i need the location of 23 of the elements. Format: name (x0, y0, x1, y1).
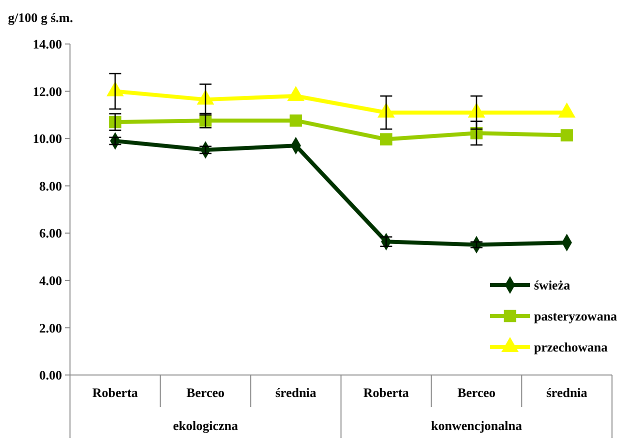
x-tick-label: średnia (275, 385, 317, 400)
text: ekologiczna (173, 418, 238, 433)
y-axis-title: g/100 g ś.m. (8, 10, 73, 25)
point (380, 133, 392, 146)
y-tick-label: 8.00 (39, 178, 62, 194)
y-tick-label: 6.00 (39, 226, 62, 241)
point (560, 129, 573, 142)
point (290, 114, 302, 127)
y-tick-label: 4.00 (39, 272, 62, 288)
y-tick-label: 2.00 (39, 320, 62, 336)
y-tick-label: 12.00 (32, 84, 62, 99)
legend-label: pasteryzowana (534, 308, 618, 324)
y-tick-label: 0.00 (39, 368, 62, 383)
x-tick-label: Berceo (186, 385, 225, 400)
x-tick-label: Roberta (363, 385, 410, 400)
legend-label: świeża (534, 278, 571, 293)
x-tick-label: Berceo (457, 385, 496, 400)
x-tick-label: średnia (546, 385, 588, 400)
y-tick-label: 14.00 (32, 36, 62, 52)
text: konwencjonalna (430, 418, 523, 433)
legend-label: przechowana (534, 340, 608, 355)
x-tick-label: Roberta (92, 385, 138, 400)
y-tick-label: 10.00 (32, 131, 62, 146)
